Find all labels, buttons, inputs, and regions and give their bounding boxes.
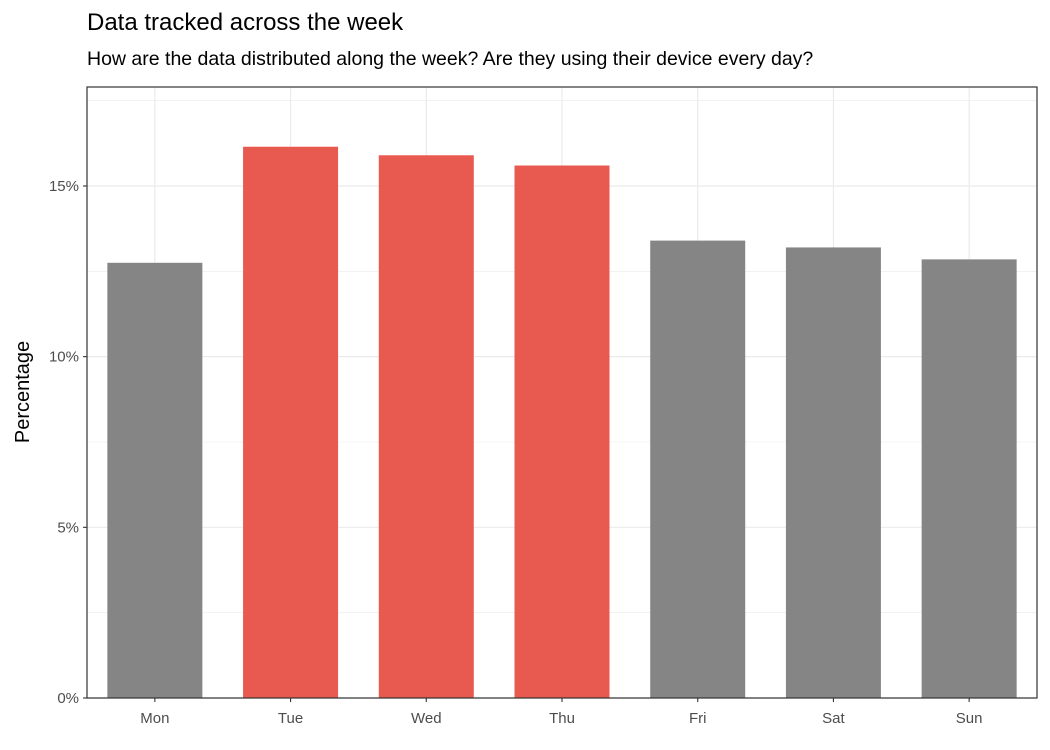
x-tick-label: Sat — [822, 710, 845, 727]
bar-fri — [650, 240, 746, 699]
axes — [83, 86, 1038, 702]
bar-mon — [107, 262, 203, 698]
bar-sun — [921, 259, 1017, 698]
bar-wed — [378, 155, 474, 698]
bar-sat — [785, 247, 881, 698]
chart-subtitle: How are the data distributed along the w… — [87, 48, 814, 70]
x-tick-label: Thu — [549, 710, 575, 727]
x-tick-label: Tue — [278, 710, 303, 727]
y-tick-label: 5% — [57, 519, 79, 536]
y-tick-label: 10% — [49, 349, 79, 366]
x-tick-label: Mon — [140, 710, 169, 727]
x-tick-label: Wed — [411, 710, 442, 727]
bar-tue — [243, 146, 339, 699]
bars — [107, 146, 1017, 699]
y-tick-label: 15% — [49, 178, 79, 195]
x-tick-label: Fri — [689, 710, 707, 727]
y-tick-label: 0% — [57, 690, 79, 707]
y-axis-title: Percentage — [12, 341, 34, 443]
chart-title: Data tracked across the week — [87, 9, 404, 36]
tick-labels: 0% 5% 10% 15% Mon Tue Wed Thu Fri Sat Sun — [49, 178, 983, 727]
bar-thu — [514, 165, 610, 699]
x-tick-label: Sun — [956, 710, 983, 727]
